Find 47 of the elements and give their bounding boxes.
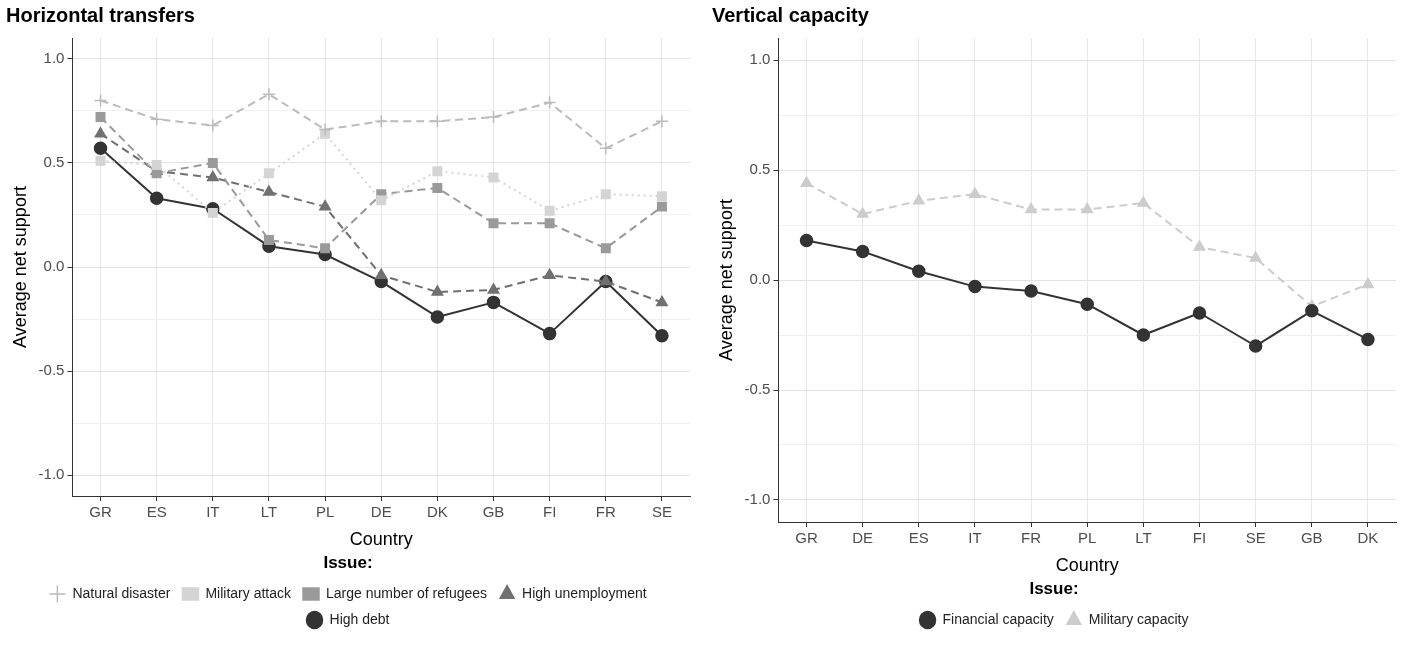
legend-title: Issue: <box>1029 578 1079 598</box>
legend-label: Natural disaster <box>72 584 171 601</box>
legend-label: High debt <box>329 610 390 627</box>
x-tick-label: PL <box>315 503 335 521</box>
y-axis-title: Average net support <box>715 199 736 361</box>
legend-label: Large number of refugees <box>326 584 488 601</box>
y-tick-label: -1.0 <box>744 490 771 508</box>
x-tick-label: DK <box>1357 529 1379 547</box>
x-tick-label: DE <box>852 529 874 547</box>
x-tick-label: DK <box>426 503 448 521</box>
x-tick-label: SE <box>1245 529 1266 547</box>
y-tick-label: 1.0 <box>749 50 771 68</box>
legend-title: Issue: <box>323 552 373 572</box>
y-axis-title: Average net support <box>9 186 30 348</box>
x-tick-label: LT <box>260 503 278 521</box>
y-tick-label: 0.0 <box>43 257 65 275</box>
x-tick-label: PL <box>1078 529 1097 547</box>
x-tick-label: DE <box>370 503 392 521</box>
x-tick-label: GR <box>89 503 112 521</box>
y-tick-label: -1.0 <box>38 465 65 483</box>
x-tick-label: ES <box>908 529 929 547</box>
chart-title: Horizontal transfers <box>6 3 195 26</box>
x-axis-title: Country <box>349 528 413 549</box>
y-tick-label: 0.5 <box>749 160 771 178</box>
x-tick-label: FI <box>1192 529 1207 547</box>
y-tick-label: 0.0 <box>749 270 771 288</box>
x-tick-label: GB <box>1300 529 1323 547</box>
legend-label: Military capacity <box>1088 610 1189 627</box>
legend-label: Military attack <box>205 584 292 601</box>
legend-label: High unemployment <box>522 584 647 601</box>
x-tick-label: FR <box>1021 529 1042 547</box>
x-axis-title: Country <box>1055 554 1119 575</box>
y-tick-label: 1.0 <box>43 48 65 66</box>
x-tick-label: GR <box>795 529 818 547</box>
legend-label: Financial capacity <box>942 610 1054 627</box>
x-tick-label: FR <box>595 503 616 521</box>
y-tick-label: -0.5 <box>38 361 65 379</box>
y-tick-label: -0.5 <box>744 380 771 398</box>
x-tick-label: IT <box>206 503 220 521</box>
x-tick-label: ES <box>146 503 167 521</box>
chart-title: Vertical capacity <box>712 3 870 26</box>
x-tick-label: SE <box>651 503 672 521</box>
x-tick-label: GB <box>482 503 505 521</box>
x-tick-label: LT <box>1135 529 1152 547</box>
y-tick-label: 0.5 <box>43 153 65 171</box>
x-tick-label: FI <box>542 503 557 521</box>
x-tick-label: IT <box>968 529 982 547</box>
